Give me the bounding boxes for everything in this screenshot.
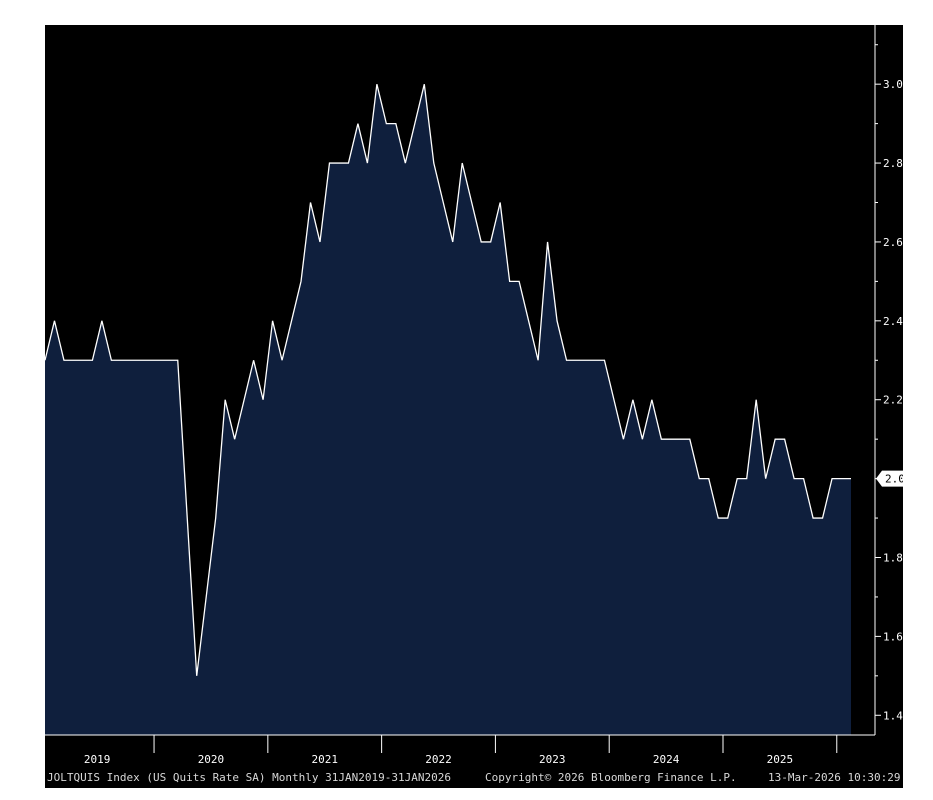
bloomberg-chart-panel: 1.4 1.6 1.8 2.0 2.2 2.4 2.6 2.8 3.0 2019 2020 2021 2… xyxy=(45,25,903,788)
x-tick-label: 2023 xyxy=(539,753,566,766)
y-tick-label: 1.4 xyxy=(883,709,903,722)
y-tick-label: 3.0 xyxy=(883,78,903,91)
y-tick-label: 2.4 xyxy=(883,315,903,328)
copyright-notice: Copyright© 2026 Bloomberg Finance L.P. xyxy=(485,771,737,784)
last-value-box xyxy=(876,470,903,487)
series-area xyxy=(45,84,851,736)
security-description: JOLTQUIS Index (US Quits Rate SA) Monthl… xyxy=(47,771,451,784)
y-tick-label: 2.6 xyxy=(883,236,903,249)
x-tick-label: 2024 xyxy=(653,753,680,766)
y-tick-label: 2.8 xyxy=(883,157,903,170)
series-line xyxy=(45,84,851,676)
y-tick-label: 1.6 xyxy=(883,630,903,643)
x-tick-label: 2020 xyxy=(198,753,225,766)
x-tick-label: 2021 xyxy=(311,753,338,766)
x-tick-label: 2025 xyxy=(767,753,794,766)
quits-rate-chart: 1.4 1.6 1.8 2.0 2.2 2.4 2.6 2.8 3.0 2019 2020 2021 2… xyxy=(45,25,903,766)
y-tick-label: 1.8 xyxy=(883,552,903,565)
x-tick-label: 2019 xyxy=(84,753,111,766)
y-tick-label: 2.2 xyxy=(883,394,903,407)
x-tick-label: 2022 xyxy=(425,753,452,766)
last-value-label: 2.0 xyxy=(885,473,903,486)
timestamp: 13-Mar-2026 10:30:29 xyxy=(768,771,901,784)
